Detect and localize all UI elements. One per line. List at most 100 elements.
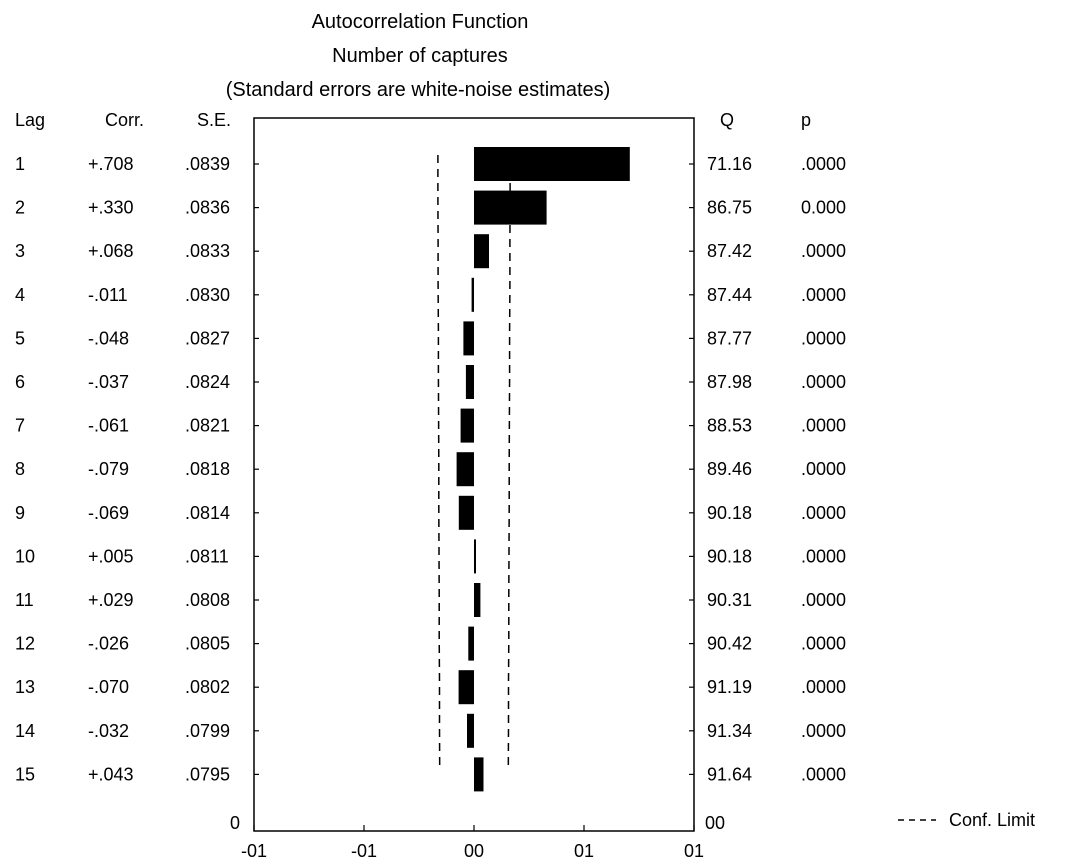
lag-cell: 12 — [15, 634, 35, 654]
bar — [465, 365, 474, 399]
x-tick-label: 01 — [684, 841, 704, 861]
lag-cell: 15 — [15, 764, 35, 784]
p-cell: .0000 — [801, 677, 846, 697]
corr-cell: -.061 — [88, 416, 129, 436]
header-q: Q — [720, 110, 734, 130]
p-cell: .0000 — [801, 634, 846, 654]
se-cell: .0802 — [185, 677, 230, 697]
corr-cell: -.079 — [88, 459, 129, 479]
se-cell: .0818 — [185, 459, 230, 479]
lag-cell: 13 — [15, 677, 35, 697]
corr-cell: +.708 — [88, 154, 134, 174]
q-cell: 90.18 — [707, 546, 752, 566]
lag-cell: 3 — [15, 241, 25, 261]
legend-label: Conf. Limit — [949, 810, 1035, 830]
se-cell: .0805 — [185, 634, 230, 654]
p-cell: .0000 — [801, 764, 846, 784]
bar — [474, 147, 630, 181]
corr-cell: -.037 — [88, 372, 129, 392]
x-tick-label: -01 — [241, 841, 267, 861]
p-cell: .0000 — [801, 721, 846, 741]
p-cell: .0000 — [801, 328, 846, 348]
conf-limit-lower — [437, 155, 441, 771]
bar — [474, 539, 476, 574]
bar — [467, 713, 474, 748]
se-cell: .0827 — [185, 328, 230, 348]
lag-cell: 7 — [15, 416, 25, 436]
p-cell: 0.000 — [801, 198, 846, 218]
lag-cell: 9 — [15, 503, 25, 523]
legend: Conf. Limit — [898, 810, 1035, 830]
bar — [474, 190, 547, 225]
bar — [463, 321, 474, 356]
header-lag: Lag — [15, 110, 45, 130]
q-cell: 91.19 — [707, 677, 752, 697]
bar — [474, 583, 481, 617]
header-corr: Corr. — [105, 110, 144, 130]
corr-cell: +.005 — [88, 546, 134, 566]
bar — [468, 626, 474, 661]
lag-cell: 4 — [15, 285, 25, 305]
x-tick-label: 00 — [464, 841, 484, 861]
right-axis-zero-label: 00 — [705, 813, 725, 833]
lag-cell: 14 — [15, 721, 35, 741]
p-cell: .0000 — [801, 503, 846, 523]
conf-limit-upper — [507, 155, 511, 771]
q-cell: 71.16 — [707, 154, 752, 174]
chart-title: Autocorrelation Function — [312, 11, 529, 33]
corr-cell: -.048 — [88, 328, 129, 348]
p-cell: .0000 — [801, 372, 846, 392]
bar — [458, 670, 474, 705]
bar — [474, 234, 489, 269]
bar — [458, 495, 474, 530]
se-cell: .0799 — [185, 721, 230, 741]
se-cell: .0795 — [185, 764, 230, 784]
chart-note: (Standard errors are white-noise estimat… — [226, 79, 611, 101]
se-cell: .0811 — [185, 546, 229, 566]
corr-cell: -.069 — [88, 503, 129, 523]
q-cell: 86.75 — [707, 198, 752, 218]
q-cell: 91.34 — [707, 721, 752, 741]
se-cell: .0830 — [185, 285, 230, 305]
lag-cell: 10 — [15, 546, 35, 566]
lag-cell: 2 — [15, 198, 25, 218]
corr-cell: +.043 — [88, 764, 134, 784]
p-cell: .0000 — [801, 285, 846, 305]
p-cell: .0000 — [801, 546, 846, 566]
corr-cell: +.330 — [88, 198, 134, 218]
se-cell: .0814 — [185, 503, 230, 523]
q-cell: 87.77 — [707, 328, 752, 348]
se-cell: .0833 — [185, 241, 230, 261]
q-cell: 87.42 — [707, 241, 752, 261]
lag-cell: 8 — [15, 459, 25, 479]
bar — [474, 757, 484, 792]
p-cell: .0000 — [801, 459, 846, 479]
corr-cell: -.032 — [88, 721, 129, 741]
q-cell: 91.64 — [707, 764, 752, 784]
q-cell: 87.44 — [707, 285, 752, 305]
lag-cell: 11 — [15, 590, 34, 610]
corr-cell: -.070 — [88, 677, 129, 697]
lag-cell: 5 — [15, 328, 25, 348]
left-axis-zero-label: 0 — [230, 813, 240, 833]
bar — [471, 277, 474, 312]
q-cell: 88.53 — [707, 416, 752, 436]
se-cell: .0808 — [185, 590, 230, 610]
p-cell: .0000 — [801, 590, 846, 610]
p-cell: .0000 — [801, 241, 846, 261]
p-cell: .0000 — [801, 416, 846, 436]
q-cell: 90.18 — [707, 503, 752, 523]
lag-cell: 6 — [15, 372, 25, 392]
p-cell: .0000 — [801, 154, 846, 174]
header-p: p — [801, 110, 811, 130]
q-cell: 90.31 — [707, 590, 752, 610]
se-cell: .0839 — [185, 154, 230, 174]
header-se: S.E. — [197, 110, 231, 130]
lag-cell: 1 — [15, 154, 25, 174]
corr-cell: +.068 — [88, 241, 134, 261]
se-cell: .0824 — [185, 372, 230, 392]
x-tick-label: 01 — [574, 841, 594, 861]
corr-cell: -.011 — [88, 285, 128, 305]
bar — [456, 452, 474, 487]
